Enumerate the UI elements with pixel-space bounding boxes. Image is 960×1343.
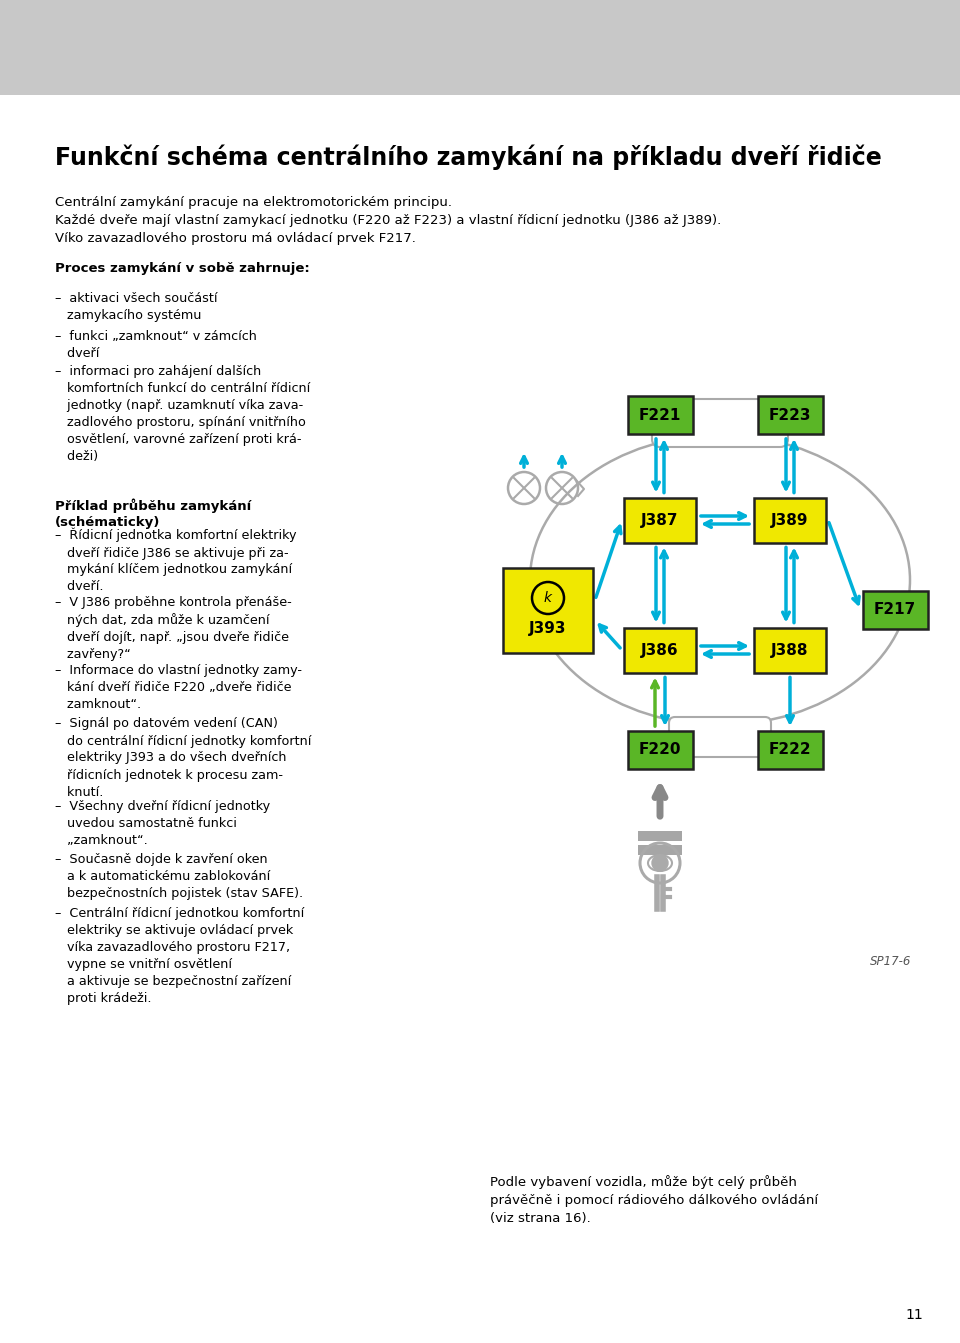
Bar (638, 845, 682, 855)
Text: Příklad průběhu zamykání
(schématicky): Příklad průběhu zamykání (schématicky) (55, 498, 252, 529)
Text: –  Současně dojde k zavření oken
   a k automatickému zablokování
   bezpečnostn: – Současně dojde k zavření oken a k auto… (55, 854, 303, 901)
Text: J393: J393 (529, 620, 566, 635)
Circle shape (652, 855, 668, 872)
Text: –  Informace do vlastní jednotky zamy-
   kání dveří řidiče F220 „dveře řidiče
 : – Informace do vlastní jednotky zamy- ká… (55, 663, 302, 710)
Text: F221: F221 (638, 407, 682, 423)
Text: SP17-6: SP17-6 (870, 955, 911, 968)
Text: –  Všechny dveřní řídicní jednotky
   uvedou samostatně funkci
   „zamknout“.: – Všechny dveřní řídicní jednotky uvedou… (55, 800, 270, 847)
Text: –  informaci pro zahájení dalších
   komfortních funkcí do centrální řídicní
   : – informaci pro zahájení dalších komfort… (55, 365, 310, 463)
Text: Podle vybavení vozidla, může být celý průběh
právěčně i pomocí rádiového dálkové: Podle vybavení vozidla, může být celý pr… (490, 1175, 818, 1225)
Text: F222: F222 (769, 743, 811, 757)
FancyBboxPatch shape (503, 568, 593, 653)
FancyBboxPatch shape (754, 498, 826, 543)
FancyBboxPatch shape (669, 717, 771, 757)
Text: k: k (544, 591, 552, 604)
Text: Víko zavazadlového prostoru má ovládací prvek F217.: Víko zavazadlového prostoru má ovládací … (55, 232, 416, 244)
Text: –  funkci „zamknout“ v zámcích
   dveří: – funkci „zamknout“ v zámcích dveří (55, 330, 257, 360)
Text: J388: J388 (771, 642, 808, 658)
FancyBboxPatch shape (628, 731, 693, 770)
Text: –  Signál po datovém vedení (CAN)
   do centrální řídicní jednotky komfortní
   : – Signál po datovém vedení (CAN) do cent… (55, 717, 311, 799)
Text: F223: F223 (769, 407, 811, 423)
Text: F220: F220 (638, 743, 682, 757)
Text: F217: F217 (874, 603, 916, 618)
Text: Proces zamykání v sobě zahrnuje:: Proces zamykání v sobě zahrnuje: (55, 262, 310, 275)
Text: –  Centrální řídicní jednotkou komfortní
   elektriky se aktivuje ovládací prvek: – Centrální řídicní jednotkou komfortní … (55, 907, 304, 1005)
FancyBboxPatch shape (863, 591, 928, 629)
FancyBboxPatch shape (758, 731, 823, 770)
FancyBboxPatch shape (624, 629, 696, 673)
Text: –  V J386 proběhne kontrola přenáše-
   ných dat, zda může k uzamčení
   dveří d: – V J386 proběhne kontrola přenáše- ných… (55, 596, 292, 661)
Text: –  Řídicní jednotka komfortní elektriky
   dveří řidiče J386 se aktivuje při za-: – Řídicní jednotka komfortní elektriky d… (55, 528, 297, 594)
Text: Centrální zamykání pracuje na elektromotorickém principu.: Centrální zamykání pracuje na elektromot… (55, 196, 452, 210)
FancyBboxPatch shape (628, 396, 693, 434)
Text: –  aktivaci všech součástí
   zamykacího systému: – aktivaci všech součástí zamykacího sys… (55, 291, 218, 322)
Bar (638, 831, 682, 841)
FancyBboxPatch shape (652, 399, 788, 447)
Text: J389: J389 (771, 513, 808, 528)
FancyBboxPatch shape (754, 629, 826, 673)
Text: J387: J387 (641, 513, 679, 528)
Text: J386: J386 (641, 642, 679, 658)
Bar (0, 0, 960, 95)
FancyBboxPatch shape (624, 498, 696, 543)
Text: Funkční schéma centrálního zamykání na příkladu dveří řidiče: Funkční schéma centrálního zamykání na p… (55, 145, 881, 171)
Text: Každé dveře mají vlastní zamykací jednotku (F220 až F223) a vlastní řídicní jedn: Každé dveře mají vlastní zamykací jednot… (55, 214, 721, 227)
Text: 11: 11 (905, 1308, 923, 1322)
FancyBboxPatch shape (758, 396, 823, 434)
Ellipse shape (530, 435, 910, 725)
